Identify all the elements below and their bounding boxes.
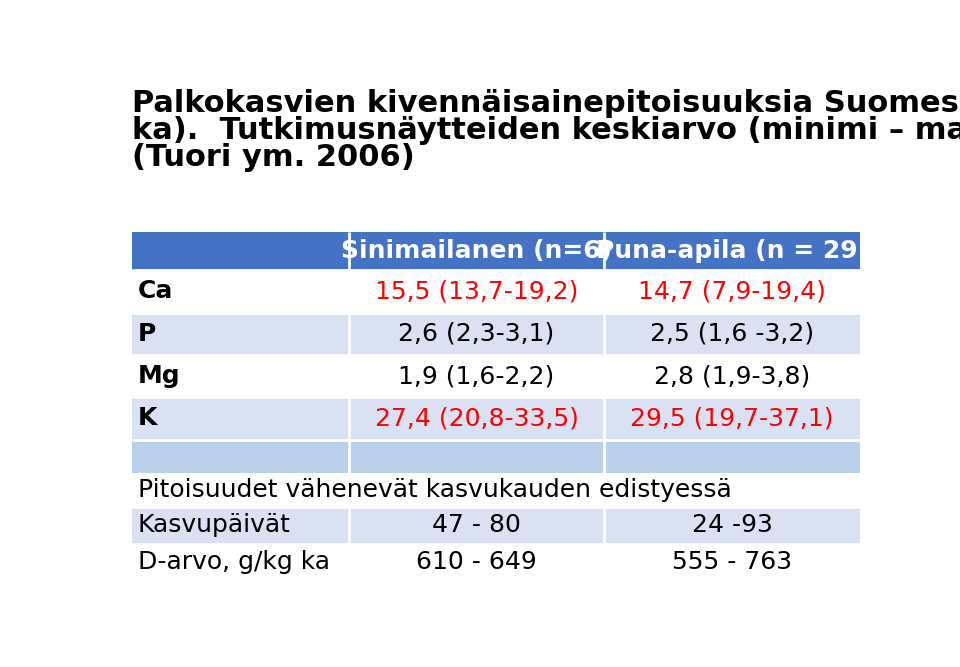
Text: 2,5 (1,6 -3,2): 2,5 (1,6 -3,2) [650,321,814,346]
Text: D-arvo, g/kg ka: D-arvo, g/kg ka [138,550,330,574]
Bar [605,313,860,355]
Bar [132,474,860,507]
Bar [348,231,605,270]
Bar [348,270,605,313]
Text: K: K [138,406,157,430]
Bar [348,355,605,398]
Text: 2,8 (1,9-3,8): 2,8 (1,9-3,8) [654,364,810,388]
Text: 1,9 (1,6-2,2): 1,9 (1,6-2,2) [398,364,555,388]
Text: 2,6 (2,3-3,1): 2,6 (2,3-3,1) [398,321,555,346]
Text: 29,5 (19,7-37,1): 29,5 (19,7-37,1) [631,406,834,430]
Text: Ca: Ca [138,279,173,303]
Bar [132,231,348,270]
Text: Mg: Mg [138,364,180,388]
Bar [132,398,348,440]
Bar [605,231,860,270]
Bar [132,507,860,544]
Bar [132,544,860,580]
Text: (Tuori ym. 2006): (Tuori ym. 2006) [132,143,415,172]
Text: P: P [138,321,156,346]
Text: 27,4 (20,8-33,5): 27,4 (20,8-33,5) [374,406,579,430]
Bar [132,440,348,474]
Bar [605,398,860,440]
Bar [605,440,860,474]
Text: Puna-apila (n = 29): Puna-apila (n = 29) [596,239,869,263]
Text: 24 -93: 24 -93 [692,513,773,537]
Bar [605,270,860,313]
Text: Kasvupäivät: Kasvupäivät [138,513,291,537]
Bar [348,313,605,355]
Text: 47 - 80: 47 - 80 [432,513,521,537]
Text: 14,7 (7,9-19,4): 14,7 (7,9-19,4) [638,279,827,303]
Text: 15,5 (13,7-19,2): 15,5 (13,7-19,2) [374,279,578,303]
Text: ka).  Tutkimusnäytteiden keskiarvo (minimi – maksimi): ka). Tutkimusnäytteiden keskiarvo (minim… [132,116,960,145]
Text: Pitoisuudet vähenevät kasvukauden edistyessä: Pitoisuudet vähenevät kasvukauden edisty… [138,478,732,502]
Text: Palkokasvien kivennäisainepitoisuuksia Suomessa (g/kg: Palkokasvien kivennäisainepitoisuuksia S… [132,89,960,118]
Bar [348,398,605,440]
Bar [132,270,348,313]
Bar [605,355,860,398]
Text: Sinimailanen (n=6): Sinimailanen (n=6) [341,239,612,263]
Bar [132,313,348,355]
Text: 610 - 649: 610 - 649 [416,550,537,574]
Bar [348,440,605,474]
Text: 555 - 763: 555 - 763 [672,550,792,574]
Bar [132,355,348,398]
